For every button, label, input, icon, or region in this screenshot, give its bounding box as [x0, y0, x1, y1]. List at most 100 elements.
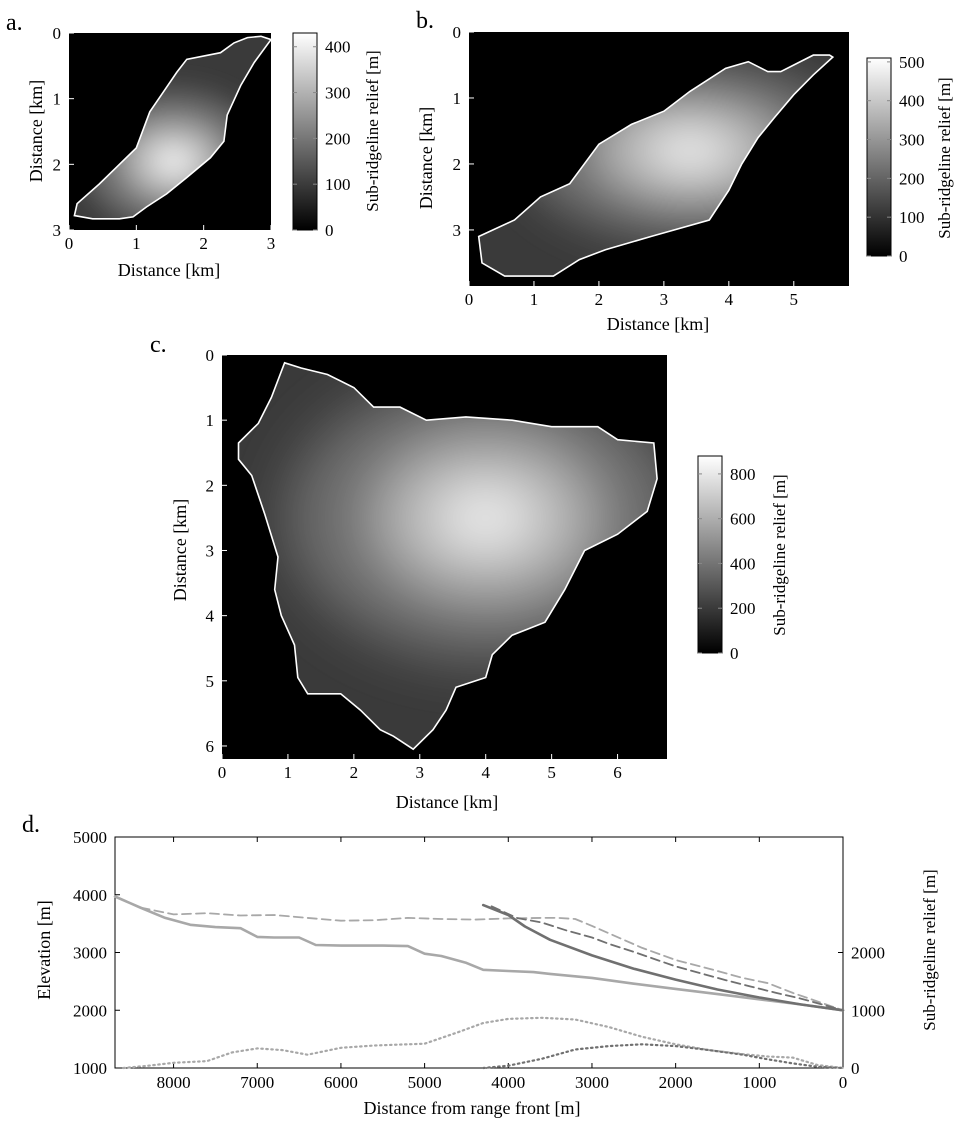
colorbar-tick-label: 400 — [730, 554, 756, 573]
panel-b-colorbar-label: Sub-ridgeline relief [m] — [935, 77, 954, 238]
x-tick-label: 4 — [725, 290, 734, 309]
x-tick-label: 0 — [839, 1073, 848, 1092]
y-tick-label: 4000 — [73, 886, 107, 905]
y-tick-label: 5 — [206, 672, 215, 691]
panel-c-colorbar-label: Sub-ridgeline relief [m] — [770, 474, 789, 635]
x-tick-label: 5000 — [408, 1073, 442, 1092]
y-tick-label: 2000 — [73, 1001, 107, 1020]
y2-tick-label: 2000 — [851, 944, 885, 963]
panel-d-xlabel: Distance from range front [m] — [364, 1098, 581, 1118]
panel-b-xlabel: Distance [km] — [607, 314, 709, 334]
panel-d: d. 8000 7000 6000 5000 4000 3000 2000 1000 0 1000… — [22, 812, 939, 1118]
x-tick-label: 4000 — [491, 1073, 525, 1092]
panel-d-y2label: Sub-ridgeline relief [m] — [920, 869, 939, 1030]
panel-d-ylabel: Elevation [m] — [34, 900, 54, 999]
y-tick-label: 3 — [453, 221, 462, 240]
x-tick-label: 0 — [465, 290, 474, 309]
y2-tick-label: 1000 — [851, 1001, 885, 1020]
colorbar-tick-label: 800 — [730, 465, 756, 484]
panel-b-axes: 0 1 2 3 4 5 0 1 2 3 0 100 200 300 400 500 — [453, 23, 925, 309]
panel-a-ylabel: Distance [km] — [26, 80, 46, 182]
x-tick-label: 8000 — [157, 1073, 191, 1092]
y-tick-label: 0 — [53, 24, 62, 43]
x-tick-label: 7000 — [240, 1073, 274, 1092]
x-tick-label: 6 — [613, 763, 622, 782]
y-tick-label: 1 — [53, 90, 62, 109]
colorbar-tick-label: 200 — [325, 129, 351, 148]
y-tick-label: 3000 — [73, 944, 107, 963]
y-tick-label: 2 — [206, 476, 215, 495]
colorbar-tick-label: 0 — [899, 247, 908, 266]
basin-outline — [73, 35, 273, 220]
colorbar-tick-label: 300 — [899, 131, 925, 150]
x-tick-label: 3000 — [575, 1073, 609, 1092]
panel-b-map — [469, 32, 849, 286]
series-line-2 — [481, 903, 845, 1012]
x-tick-label: 5 — [790, 290, 799, 309]
x-tick-label: 1 — [284, 763, 293, 782]
colorbar-tick-label: 100 — [325, 175, 351, 194]
panel-a-letter: a. — [6, 10, 23, 36]
panel-b-ylabel: Distance [km] — [416, 107, 436, 209]
panel-b-letter: b. — [416, 8, 434, 34]
x-tick-label: 0 — [218, 763, 227, 782]
y-tick-label: 2 — [453, 155, 462, 174]
y-tick-label: 6 — [206, 737, 215, 756]
x-tick-label: 1 — [530, 290, 539, 309]
colorbar-tick-label: 0 — [325, 221, 334, 240]
y-tick-label: 1 — [453, 89, 462, 108]
x-tick-label: 2000 — [659, 1073, 693, 1092]
plot-frame — [114, 836, 844, 1069]
x-tick-label: 0 — [65, 234, 74, 253]
series-line-4 — [122, 1016, 845, 1070]
colorbar-tick-label: 400 — [325, 38, 351, 57]
colorbar — [292, 32, 318, 231]
series-line-0 — [113, 895, 845, 1012]
colorbar-tick-label: 0 — [730, 644, 739, 663]
y-tick-label: 1 — [206, 411, 215, 430]
basin-outline — [477, 54, 835, 277]
x-tick-label: 2 — [595, 290, 604, 309]
colorbar-tick-label: 300 — [325, 84, 351, 103]
x-tick-label: 5 — [547, 763, 556, 782]
series-line-5 — [482, 1043, 845, 1070]
series-line-3 — [490, 905, 844, 1012]
x-tick-label: 2 — [350, 763, 359, 782]
relief-peak — [647, 131, 733, 171]
x-tick-label: 2 — [199, 234, 208, 253]
y-tick-label: 0 — [206, 346, 215, 365]
panel-d-axes: 8000 7000 6000 5000 4000 3000 2000 1000 0 1000 200… — [73, 828, 885, 1092]
colorbar-tick-label: 600 — [730, 510, 756, 529]
relief-peak — [435, 486, 536, 550]
relief-peak — [150, 145, 196, 177]
y-tick-label: 0 — [453, 23, 462, 42]
y-tick-label: 3 — [206, 541, 215, 560]
x-tick-label: 3 — [660, 290, 669, 309]
panel-d-lines — [113, 895, 845, 1070]
colorbar-tick-label: 100 — [899, 208, 925, 227]
series-line-1 — [114, 895, 844, 1012]
x-tick-label: 3 — [267, 234, 276, 253]
x-tick-label: 1000 — [742, 1073, 776, 1092]
y-tick-label: 5000 — [73, 828, 107, 847]
panel-c-xlabel: Distance [km] — [396, 792, 498, 812]
colorbar-tick-label: 500 — [899, 53, 925, 72]
y-tick-label: 3 — [53, 221, 62, 240]
x-tick-label: 4 — [481, 763, 490, 782]
x-tick-label: 3 — [416, 763, 425, 782]
colorbar — [697, 455, 723, 654]
panel-d-letter: d. — [22, 812, 40, 838]
panel-c-map — [222, 355, 667, 759]
panel-c-letter: c. — [150, 332, 167, 358]
colorbar-tick-label: 400 — [899, 92, 925, 111]
y-tick-label: 2 — [53, 155, 62, 174]
panel-a-colorbar-label: Sub-ridgeline relief [m] — [363, 50, 382, 211]
panel-c-ylabel: Distance [km] — [170, 499, 190, 601]
y-tick-label: 1000 — [73, 1059, 107, 1078]
colorbar-tick-label: 200 — [730, 599, 756, 618]
